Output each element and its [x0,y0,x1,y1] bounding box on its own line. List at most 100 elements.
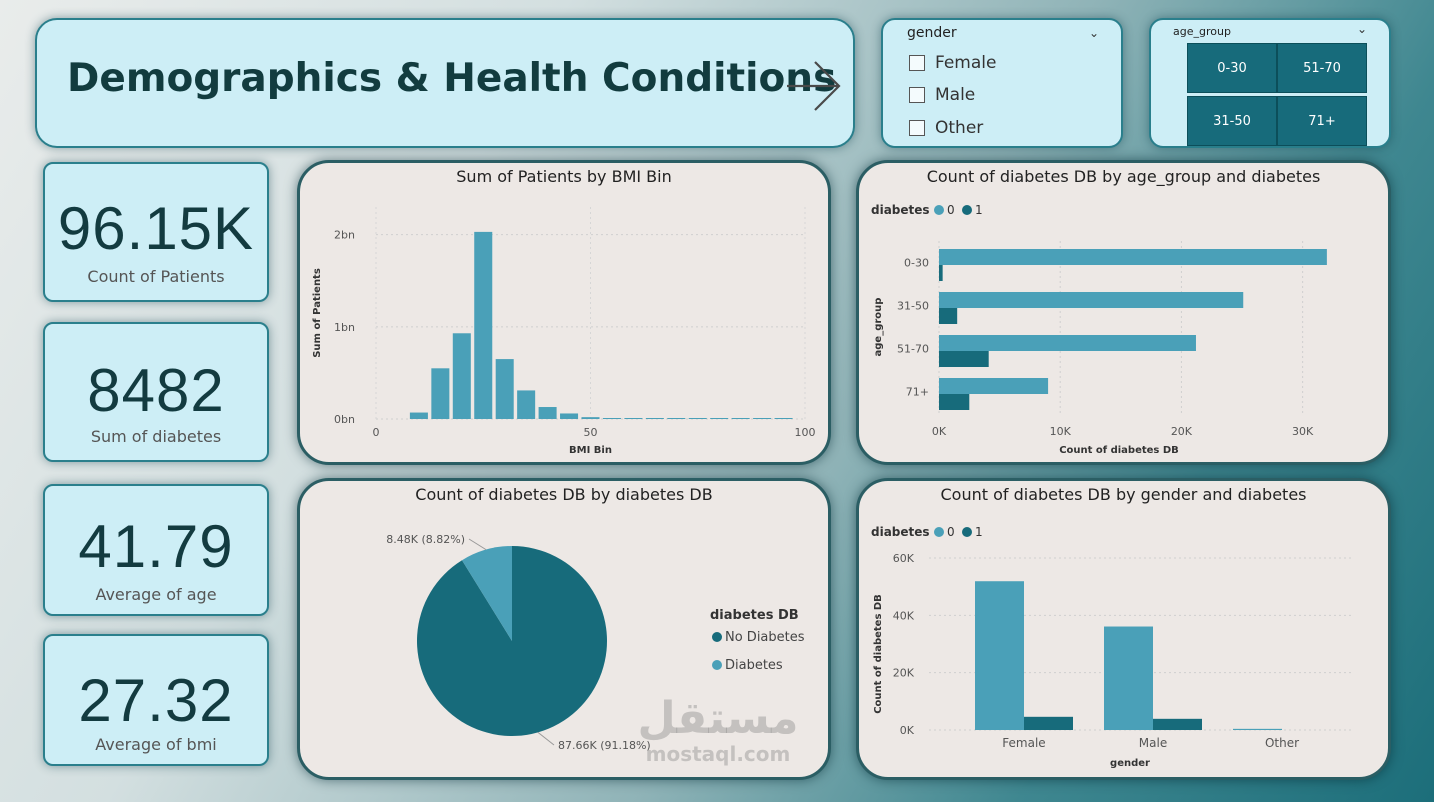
histogram-bar [753,418,772,419]
kpi-count-of-patients: 96.15K Count of Patients [43,162,269,302]
gender-chart-panel: Count of diabetes DB by gender and diabe… [856,478,1391,780]
slicer-option-other[interactable]: Other [909,118,983,138]
bar-series-1 [939,308,958,324]
histogram-bar [624,418,643,419]
legend-title: diabetes DB [710,608,799,623]
column-series-1 [1153,718,1202,730]
diabetes-pie-chart: 87.66K (91.18%) 8.48K (8.82%) diabetes DB N… [386,533,805,752]
x-tick-label: 50 [584,426,598,439]
gender-slicer[interactable]: gender ⌄ Female Male Other [881,18,1123,148]
histogram-bar [710,418,729,419]
slicer-title: age_group [1173,25,1231,38]
kpi-label: Count of Patients [87,267,225,286]
y-axis-label: Sum of Patients [312,268,323,358]
x-tick-label: 0 [373,426,380,439]
column-series-0 [975,581,1024,730]
y-tick-label: 0-30 [904,257,929,270]
histogram-bar [731,418,750,419]
y-axis-label: age_group [873,298,884,357]
age-tile-71-plus[interactable]: 71+ [1278,97,1366,145]
slicer-option-male[interactable]: Male [909,85,975,105]
age-group-slicer[interactable]: age_group ⌄ 0-30 51-70 31-50 71+ [1149,18,1391,148]
bmi-histogram-panel: Sum of Patients by BMI Bin 0bn 1bn 2bn 0 50 1… [297,160,831,465]
legend-label: 1 [975,203,983,217]
leader-line [537,731,555,746]
x-axis-label: gender [1110,758,1150,769]
bar-series-1 [939,351,989,367]
legend-label: 0 [947,525,955,539]
legend-label: Diabetes [725,658,783,673]
watermark-arabic: مستقل [637,693,799,744]
pie-slice [462,546,512,641]
y-tick-label: 0K [900,724,915,737]
x-tick-label: 100 [795,426,816,439]
bar-series-1 [939,265,943,281]
legend-marker [934,527,944,537]
kpi-average-of-bmi: 27.32 Average of bmi [43,634,269,766]
legend-label: No Diabetes [725,630,805,645]
histogram-bar [495,359,514,419]
pie-data-label: 87.66K (91.18%) [558,739,651,752]
bar-series-0 [939,292,1244,308]
x-axis-label: BMI Bin [569,445,612,456]
age-group-bar-chart: diabetes 0 10K 10K 20K 30K0-3031-5051-7071+Co… [871,203,1327,456]
x-tick-label: Male [1139,736,1167,750]
slicer-option-female[interactable]: Female [909,53,996,73]
chevron-down-icon[interactable]: ⌄ [1356,22,1367,36]
legend-label: 1 [975,525,983,539]
histogram-bar [645,418,664,419]
histogram-bar [581,417,600,419]
kpi-sum-of-diabetes: 8482 Sum of diabetes [43,322,269,462]
checkbox[interactable] [909,87,925,103]
kpi-value: 96.15K [57,195,255,262]
histogram-bar [474,231,493,419]
kpi-value: 27.32 [78,667,234,734]
kpi-label: Average of age [95,585,217,604]
bar-series-0 [939,249,1327,265]
age-tile-51-70[interactable]: 51-70 [1278,44,1366,92]
y-tick-label: 71+ [906,386,929,399]
kpi-average-of-age: 41.79 Average of age [43,484,269,616]
chart-title: Count of diabetes DB by gender and diabe… [940,485,1307,504]
checkbox[interactable] [909,120,925,136]
histogram-bar [538,407,557,419]
slicer-option-label: Male [935,85,976,105]
watermark-latin: mostaql.com [645,742,791,766]
kpi-label: Average of bmi [95,735,217,754]
y-tick-label: 1bn [334,321,355,334]
checkbox[interactable] [909,55,925,71]
legend-title: diabetes [871,525,930,539]
legend-marker [712,660,722,670]
kpi-label: Sum of diabetes [90,427,222,446]
pie-data-label: 8.48K (8.82%) [386,533,465,546]
bmi-histogram-chart: 0bn 1bn 2bn 0 50 100 BMI Bin Sum of Patients [312,207,816,456]
column-series-0 [1104,626,1153,730]
legend-marker [962,527,972,537]
x-tick-label: 0K [932,425,947,438]
gender-column-chart: diabetes 0 1 0K 20K 40K 60K Female Male Other gend… [871,525,1354,769]
y-tick-label: 51-70 [897,343,929,356]
x-tick-label: Other [1265,736,1299,750]
diabetes-pie-panel: Count of diabetes DB by diabetes DB 87.6… [297,478,831,780]
bar-series-0 [939,335,1196,351]
age-tile-0-30[interactable]: 0-30 [1188,44,1276,92]
title-card: Demographics & Health Conditions [35,18,855,148]
leader-line [468,538,487,551]
legend-marker [934,205,944,215]
slicer-option-label: Other [935,118,984,138]
column-series-0 [1233,728,1282,730]
y-axis-label: Count of diabetes DB [873,594,884,714]
histogram-bar [774,418,793,419]
histogram-bar [409,412,428,419]
slicer-title: gender [907,25,957,41]
y-tick-label: 31-50 [897,300,929,313]
histogram-bar [688,418,707,419]
y-tick-label: 0bn [334,413,355,426]
histogram-bar [431,368,450,419]
slicer-option-label: Female [935,53,997,73]
histogram-bar [452,333,471,419]
age-tile-31-50[interactable]: 31-50 [1188,97,1276,145]
x-tick-label: 10K [1050,425,1072,438]
chevron-down-icon[interactable]: ⌄ [1088,26,1099,40]
y-tick-label: 2bn [334,229,355,242]
